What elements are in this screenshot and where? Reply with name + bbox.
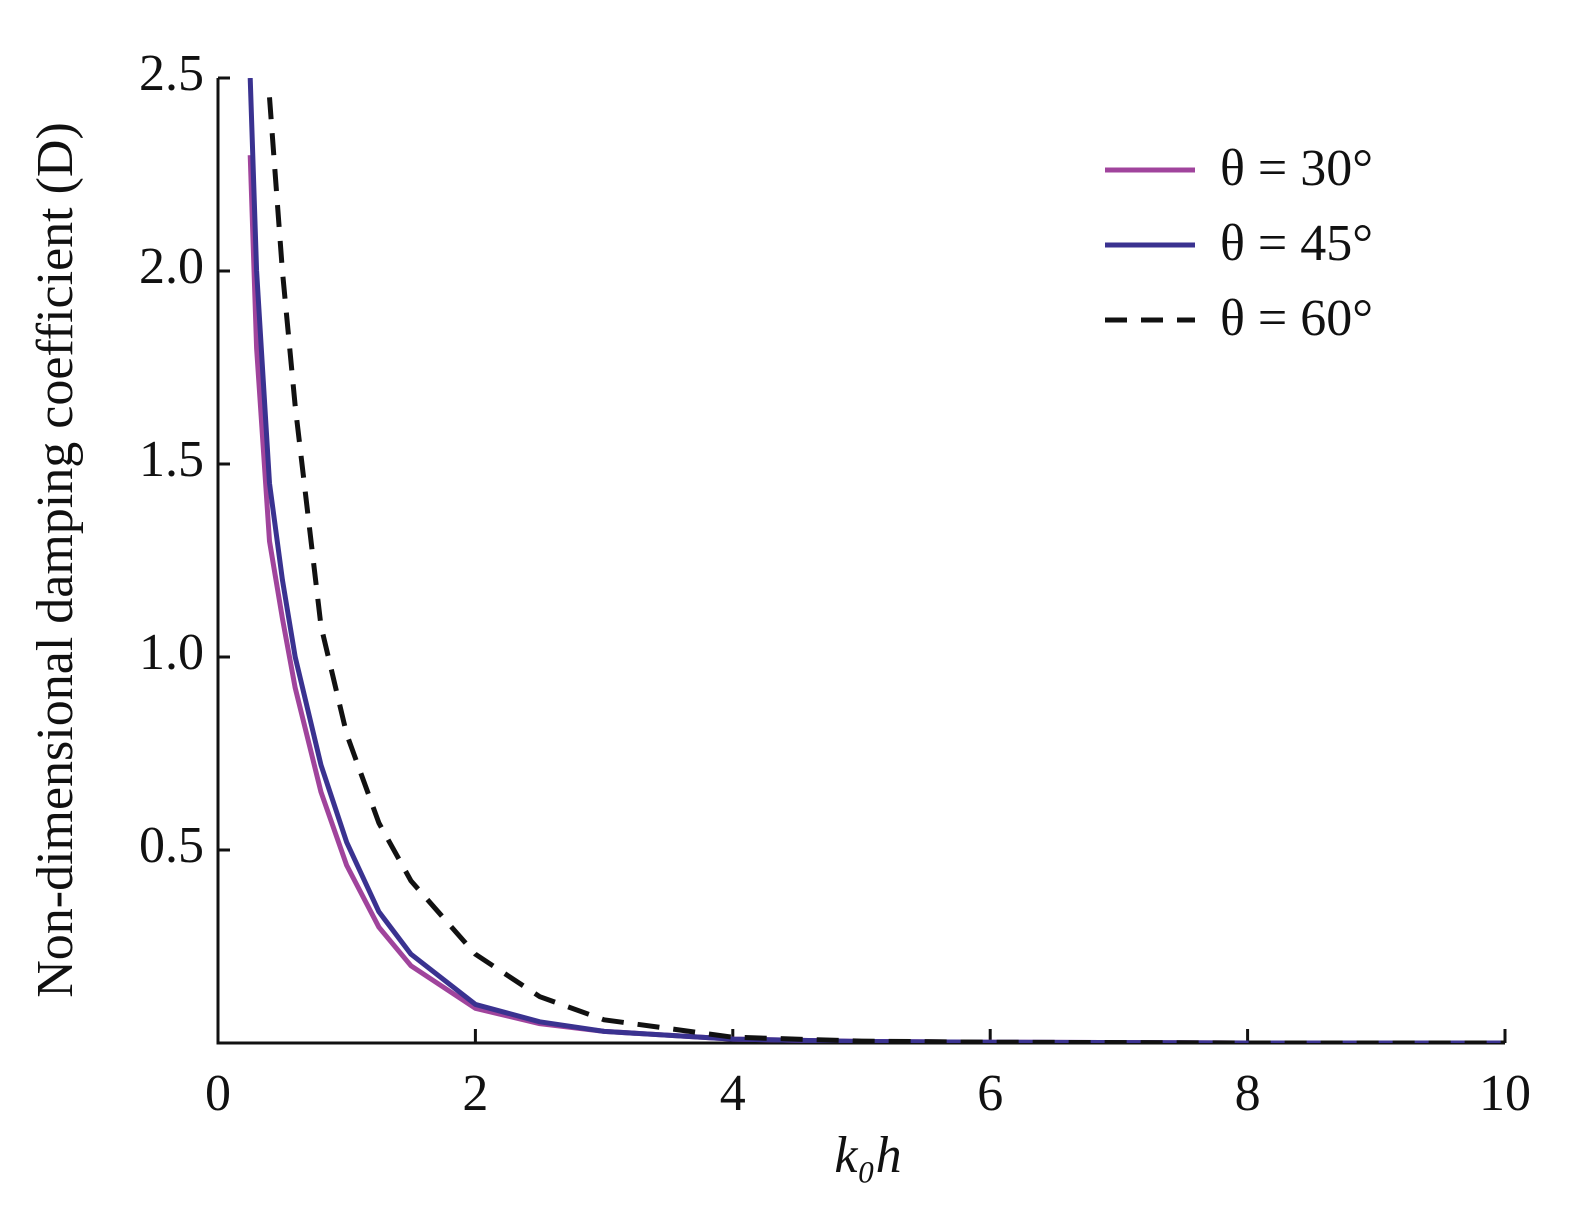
x-tick-label: 6 (977, 1065, 1003, 1122)
x-tick-label: 4 (720, 1065, 746, 1122)
x-axis-label: k₀h (834, 1127, 901, 1184)
legend-label: θ = 45° (1220, 215, 1373, 272)
legend-label: θ = 30° (1220, 140, 1373, 197)
y-tick-label: 2.0 (139, 238, 204, 295)
x-tick-label: 2 (462, 1065, 488, 1122)
x-tick-label: 8 (1235, 1065, 1261, 1122)
series-line (267, 97, 1505, 1043)
y-tick-label: 0.5 (139, 817, 204, 874)
y-tick-label: 2.5 (139, 45, 204, 102)
x-tick-label: 10 (1479, 1065, 1531, 1122)
y-axis-label: Non-dimensional damping coefficient (D) (27, 122, 84, 998)
y-tick-label: 1.5 (139, 431, 204, 488)
x-tick-label: 0 (205, 1065, 231, 1122)
y-tick-label: 1.0 (139, 624, 204, 681)
legend-label: θ = 60° (1220, 290, 1373, 347)
